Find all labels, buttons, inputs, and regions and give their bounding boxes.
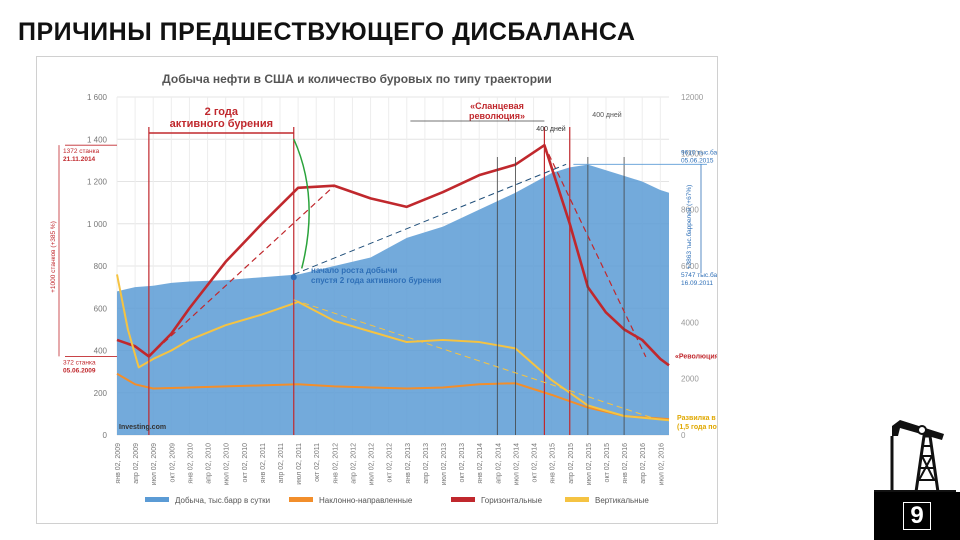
y-left-tick-label: 1 400 [87,135,108,144]
annotation-left-bottom-date: 05.06.2009 [63,367,96,374]
y-right-tick-label: 10000 [681,149,704,158]
y-left-tick-label: 1 000 [87,220,108,229]
y-left-tick-label: 1 200 [87,178,108,187]
x-tick-label: апр 02, 2011 [278,443,285,483]
watermark: Investing.com [119,424,166,431]
annotation-days-400-b: 400 дней [592,111,621,119]
annotation-right-top: 9610 тыс.барр05.06.2015 [681,148,717,164]
page-badge: 9 [874,492,960,540]
legend-layer: Добыча, тыс.барр в сутки Наклонно-направл… [145,496,649,505]
series-line-2 [116,143,670,367]
dashed-trend-1 [148,185,335,357]
annotation-layer: 2 года активного бурения «Сланцевая революц… [50,101,717,435]
chart-title: Добыча нефти в США и количество буровых … [162,72,552,86]
y-left-tick-label: 800 [94,262,108,271]
annotation-left-bottom-value: 372 станка [63,359,96,366]
annotation-left-top-date: 21.11.2014 [63,156,96,163]
x-tick-label: апр 02, 2016 [640,443,647,484]
x-tick-label: окт 02, 2010 [242,443,249,483]
annotation-two-years: 2 года активного бурения [170,106,273,130]
x-tick-label: июл 02, 2009 [151,443,158,485]
dashed-trend-2 [543,144,647,358]
annotation-revolution-children: «Революция ест своих детей» (с) [675,352,717,360]
x-tick-label: окт 02, 2012 [387,443,394,483]
rig-lines-layer [116,143,670,422]
annotation-left-vertical: +1000 станков (+385 %) [50,221,57,293]
series-production-area [117,164,669,435]
annotation-right-mid: 5747 тыс.барр16.09.2011 [681,271,717,287]
y-right-tick-label: 8000 [681,206,699,215]
x-tick-label: июл 02, 2011 [296,443,303,485]
x-tick-label: апр 02, 2013 [423,443,430,484]
x-tick-label: апр 02, 2009 [133,443,140,484]
legend-swatch-0 [145,497,169,502]
page-number: 9 [903,502,931,530]
annotation-shale-revolution: «Сланцевая революция» [469,101,525,121]
legend-swatch-1 [289,497,313,502]
legend-label-0: Добыча, тыс.барр в сутки [175,496,270,505]
x-tick-label: янв 02, 2009 [115,443,122,484]
x-tick-label: окт 02, 2014 [532,443,539,483]
x-tick-label: окт 02, 2011 [314,443,321,482]
legend-swatch-3 [565,497,589,502]
y-left-tick-label: 200 [94,389,108,398]
series-line-3 [116,274,670,422]
x-tick-label: июл 02, 2012 [369,443,376,485]
x-tick-label: июл 02, 2010 [224,443,231,485]
legend-label-1: Наклонно-направленные [319,496,413,505]
y-left-tick-label: 1 600 [87,93,108,102]
y-right-tick-label: 6000 [681,262,699,271]
x-tick-label: янв 02, 2010 [187,443,194,484]
oil-pump-jack-icon [874,420,956,494]
annotation-right-vertical: +3863 тыс.баррелей (+67%) [685,185,693,270]
x-tick-label: июл 02, 2013 [441,443,448,485]
x-tick-label: янв 02, 2016 [622,443,629,484]
legend-swatch-2 [451,497,475,502]
x-tick-label: янв 02, 2013 [405,443,412,484]
series-line-1 [116,372,670,421]
oil-production-chart: Добыча нефти в США и количество буровых … [50,72,717,505]
y-left-tick-label: 600 [94,304,108,313]
legend-label-2: Горизонтальные [481,496,543,505]
chart-frame: Добыча нефти в США и количество буровых … [36,56,718,524]
x-tick-label: апр 02, 2010 [206,443,213,484]
axis-layer: 0 200 400 600 800 1 000 1 200 1 400 1 600 0 2000 40… [87,93,704,485]
y-right-tick-label: 12000 [681,93,704,102]
x-tick-label: окт 02, 2013 [459,443,466,483]
x-tick-label: янв 02, 2015 [550,443,557,484]
annotation-days-400-a: 400 дней [536,125,565,133]
production-area-layer [117,164,669,435]
annotation-left-top-value: 1372 станка [63,148,100,155]
x-tick-label: янв 02, 2014 [477,443,484,484]
dashed-trend-3 [293,163,567,275]
legend-label-3: Вертикальные [595,496,649,505]
x-tick-label: июл 02, 2014 [513,443,520,485]
y-left-tick-label: 400 [94,347,108,356]
x-tick-label: апр 02, 2014 [495,443,502,484]
x-tick-label: янв 02, 2012 [332,443,339,484]
x-tick-label: июл 02, 2016 [658,443,665,485]
y-right-tick-label: 4000 [681,318,699,327]
y-right-tick-label: 2000 [681,375,699,384]
annotation-production-start: начало роста добычи спустя 2 года активно… [311,266,442,285]
x-tick-label: апр 02, 2015 [568,443,575,484]
x-tick-label: окт 02, 2015 [604,443,611,483]
x-tick-label: окт 02, 2009 [169,443,176,483]
dashed-trend-4 [293,299,654,419]
y-right-tick-label: 0 [681,431,686,440]
green-arrow [293,138,310,269]
slide-title: ПРИЧИНЫ ПРЕДШЕСТВУЮЩЕГО ДИСБАЛАНСА [18,18,636,46]
production-start-point [290,274,297,281]
x-tick-label: янв 02, 2011 [260,443,267,483]
annotation-fork-road: Развилка в пути(1,5 года почти не заводи… [677,415,717,431]
x-tick-label: июл 02, 2015 [586,443,593,485]
y-left-tick-label: 0 [103,431,108,440]
x-tick-label: апр 02, 2012 [350,443,357,484]
